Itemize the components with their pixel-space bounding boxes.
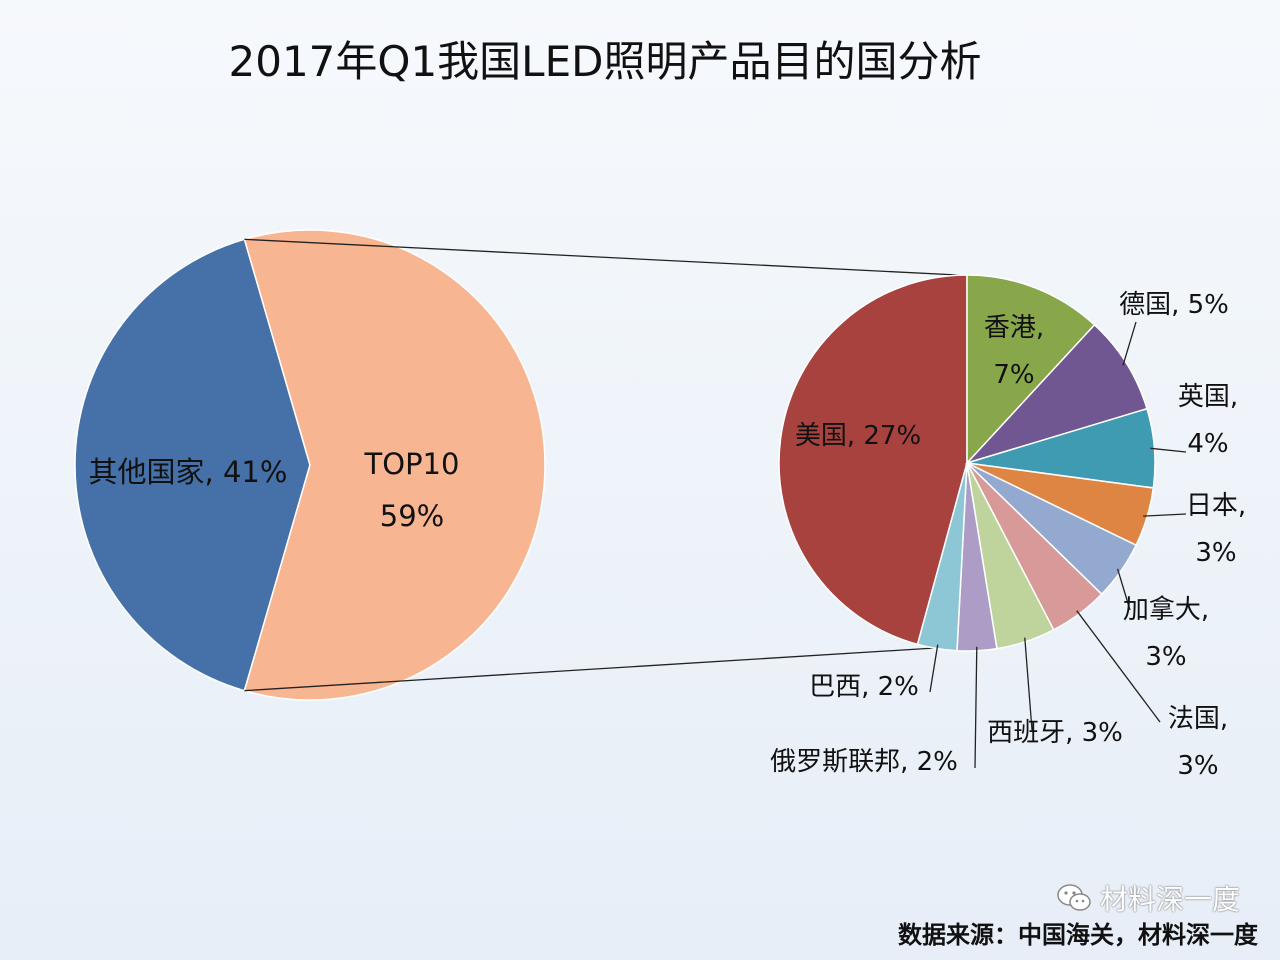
chart-title: 2017年Q1我国LED照明产品目的国分析	[228, 37, 982, 86]
watermark-text: 材料深一度	[1099, 883, 1240, 916]
detail-label-9: 巴西, 2%	[809, 672, 919, 702]
leader-line-5	[1116, 568, 1131, 611]
detail-slice-1	[966, 274, 1096, 465]
leader-line-8	[974, 646, 978, 769]
main-label-top10: TOP10 59%	[364, 447, 460, 533]
detail-label-1: 香港, 7%	[984, 313, 1044, 390]
watermark: 材料深一度	[1056, 878, 1240, 918]
detail-label-3: 英国, 4%	[1178, 382, 1238, 459]
detail-label-7: 西班牙, 3%	[987, 718, 1123, 748]
connector-bottom	[244, 647, 936, 692]
main-slice-top10	[243, 229, 546, 701]
leader-line-7	[1024, 637, 1033, 731]
detail-slice-0	[778, 274, 968, 646]
leader-line-2	[1122, 321, 1137, 366]
detail-label-2: 德国, 5%	[1119, 290, 1229, 320]
data-source: 数据来源：中国海关，材料深一度	[898, 921, 1258, 949]
main-label-others: 其他国家, 41%	[89, 455, 288, 489]
leader-line-4	[1143, 513, 1187, 517]
main-slice-others	[74, 238, 311, 692]
leader-line-9	[929, 644, 939, 693]
detail-label-6: 法国, 3%	[1168, 704, 1228, 781]
detail-label-0: 美国, 27%	[795, 421, 921, 451]
detail-label-4: 日本, 3%	[1186, 491, 1246, 568]
leader-line-3	[1150, 447, 1187, 453]
detail-label-8: 俄罗斯联邦, 2%	[770, 747, 958, 777]
connector-top	[244, 238, 979, 277]
leader-line-6	[1076, 610, 1161, 723]
wechat-icon	[1057, 884, 1091, 911]
detail-label-5: 加拿大, 3%	[1123, 595, 1209, 672]
detail-slice-2	[964, 323, 1148, 465]
